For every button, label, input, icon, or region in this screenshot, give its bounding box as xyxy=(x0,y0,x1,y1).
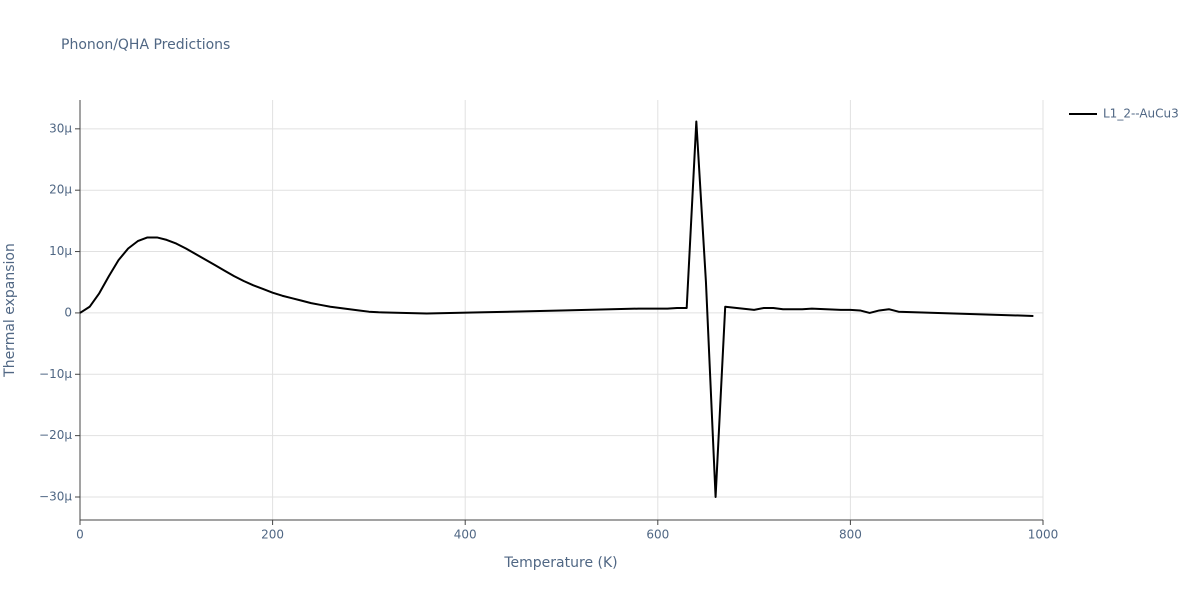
x-tick-label: 800 xyxy=(839,528,862,542)
y-tick-label: 30µ xyxy=(49,121,72,135)
legend-label: L1_2--AuCu3 xyxy=(1103,107,1179,121)
x-tick-label: 600 xyxy=(646,528,669,542)
y-tick-label: −10µ xyxy=(39,367,72,381)
y-axis-title: Thermal expansion xyxy=(2,243,18,378)
data-line xyxy=(79,120,1034,498)
x-axis-title: Temperature (K) xyxy=(503,555,617,571)
x-tick-label: 200 xyxy=(261,528,284,542)
x-tick-label: 400 xyxy=(454,528,477,542)
y-tick-label: 0 xyxy=(64,305,72,319)
y-tick-label: 10µ xyxy=(49,244,72,258)
y-tick-label: 20µ xyxy=(49,183,72,197)
chart-title: Phonon/QHA Predictions xyxy=(61,37,230,53)
x-tick-label: 0 xyxy=(76,528,84,542)
y-tick-label: −20µ xyxy=(39,428,72,442)
y-tick-label: −30µ xyxy=(39,489,72,503)
x-tick-label: 1000 xyxy=(1028,528,1059,542)
